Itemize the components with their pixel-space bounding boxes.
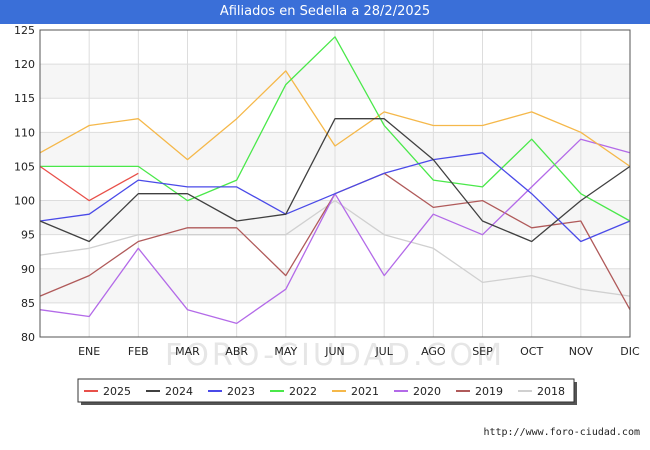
y-tick-label: 95: [21, 229, 35, 242]
watermark: FORO-CIUDAD.COM: [165, 338, 505, 373]
y-tick-label: 100: [14, 195, 35, 208]
x-tick-label: DIC: [620, 345, 640, 358]
y-axis-ticks: 80 85 90 95 100 105 110 115 120 125: [14, 24, 35, 344]
x-tick-label: MAR: [175, 345, 200, 358]
series-line-2021: [39, 70, 631, 167]
series-lines: [39, 36, 631, 325]
y-tick-label: 80: [21, 331, 35, 344]
y-tick-label: 105: [14, 160, 35, 173]
chart-title: Afiliados en Sedella a 28/2/2025: [0, 0, 650, 24]
x-tick-label: MAY: [274, 345, 297, 358]
x-axis-ticks: ENE FEB MAR ABR MAY JUN JUL AGO SEP OCT NOV DIC: [78, 345, 640, 358]
legend-box: [77, 378, 575, 403]
footer-url: http://www.foro-ciudad.com: [483, 427, 640, 438]
y-tick-label: 90: [21, 263, 35, 276]
legend: 2025 2024 2023 2022 2021 2020 2019 2018: [77, 378, 577, 405]
y-tick-label: 115: [14, 92, 35, 105]
legend-label-2025: 2025: [103, 385, 131, 398]
legend-label-2020: 2020: [413, 385, 441, 398]
x-tick-label: ABR: [225, 345, 248, 358]
y-tick-label: 110: [14, 126, 35, 139]
legend-label-2024: 2024: [165, 385, 193, 398]
x-tick-label: AGO: [421, 345, 446, 358]
legend-label-2018: 2018: [537, 385, 565, 398]
x-tick-label: OCT: [520, 345, 543, 358]
y-tick-label: 120: [14, 58, 35, 71]
legend-label-2022: 2022: [289, 385, 317, 398]
series-line-2025: [39, 165, 139, 202]
x-tick-label: JUL: [374, 345, 393, 358]
legend-label-2019: 2019: [475, 385, 503, 398]
x-tick-label: FEB: [128, 345, 149, 358]
y-tick-label: 125: [14, 24, 35, 37]
series-line-2023: [39, 152, 631, 243]
plot-border: [39, 29, 631, 338]
y-tick-label: 85: [21, 297, 35, 310]
x-tick-label: ENE: [78, 345, 100, 358]
legend-label-2023: 2023: [227, 385, 255, 398]
series-line-2024: [39, 118, 631, 243]
x-tick-label: JUN: [324, 345, 345, 358]
x-tick-label: SEP: [472, 345, 493, 358]
x-tick-label: NOV: [569, 345, 594, 358]
legend-label-2021: 2021: [351, 385, 379, 398]
series-line-2022: [40, 36, 631, 222]
series-line-2018: [39, 199, 631, 297]
